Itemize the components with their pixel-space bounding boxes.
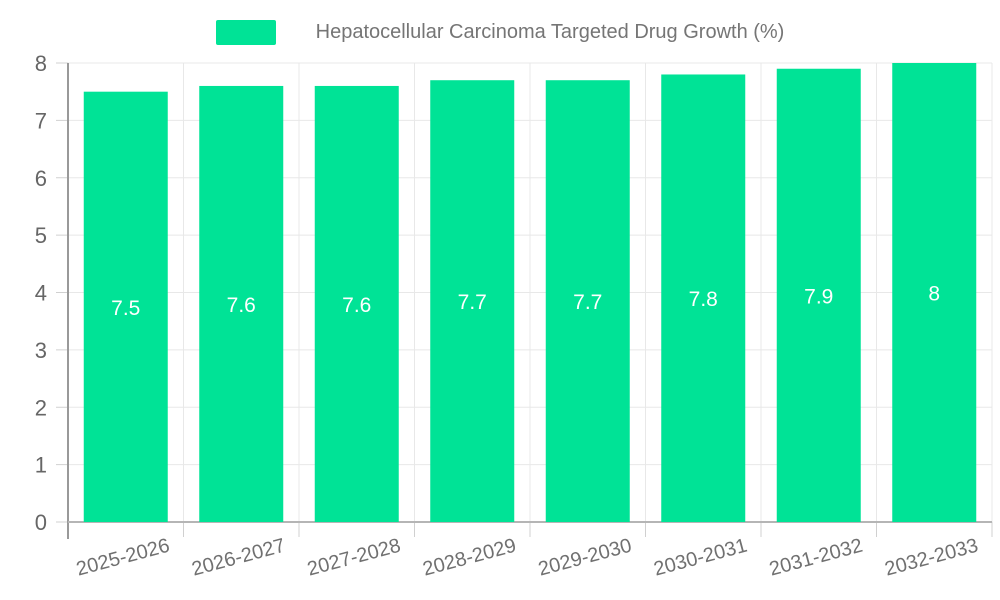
bar[interactable] <box>661 74 746 522</box>
y-tick-label: 5 <box>35 223 47 248</box>
x-tick-label: 2026-2027 <box>189 535 287 581</box>
bar[interactable] <box>892 63 977 522</box>
x-tick-label: 2030-2031 <box>651 535 749 581</box>
bar-value-label: 7.7 <box>458 291 487 314</box>
bar-value-label: 7.5 <box>111 297 140 320</box>
y-tick-label: 7 <box>35 108 47 133</box>
y-tick-label: 8 <box>35 51 47 76</box>
y-tick-label: 3 <box>35 338 47 363</box>
x-tick-label: 2032-2033 <box>882 535 980 581</box>
bar[interactable] <box>776 68 861 523</box>
y-tick-label: 4 <box>35 281 47 306</box>
bar[interactable] <box>314 85 399 522</box>
bar-value-label: 7.6 <box>342 294 371 317</box>
bar-value-label: 7.9 <box>804 285 833 308</box>
y-tick-label: 6 <box>35 166 47 191</box>
y-tick-label: 0 <box>35 510 47 535</box>
x-tick-label: 2027-2028 <box>305 535 403 581</box>
bar[interactable] <box>199 85 284 522</box>
x-tick-label: 2028-2029 <box>420 535 518 581</box>
x-tick-label: 2025-2026 <box>74 535 172 581</box>
bar-value-label: 7.7 <box>573 291 602 314</box>
legend-label: Hepatocellular Carcinoma Targeted Drug G… <box>315 20 785 43</box>
x-tick-label: 2031-2032 <box>767 535 865 581</box>
chart-legend[interactable]: Hepatocellular Carcinoma Targeted Drug G… <box>0 17 1000 47</box>
bar-value-label: 7.6 <box>227 294 256 317</box>
bar-value-label: 8 <box>928 283 940 306</box>
bar[interactable] <box>83 91 168 522</box>
x-tick-label: 2029-2030 <box>536 535 634 581</box>
bar-value-label: 7.8 <box>689 288 718 311</box>
y-tick-label: 1 <box>35 453 47 478</box>
bar[interactable] <box>430 80 515 523</box>
legend-swatch <box>215 19 276 45</box>
bar[interactable] <box>545 80 630 523</box>
y-tick-label: 2 <box>35 395 47 420</box>
